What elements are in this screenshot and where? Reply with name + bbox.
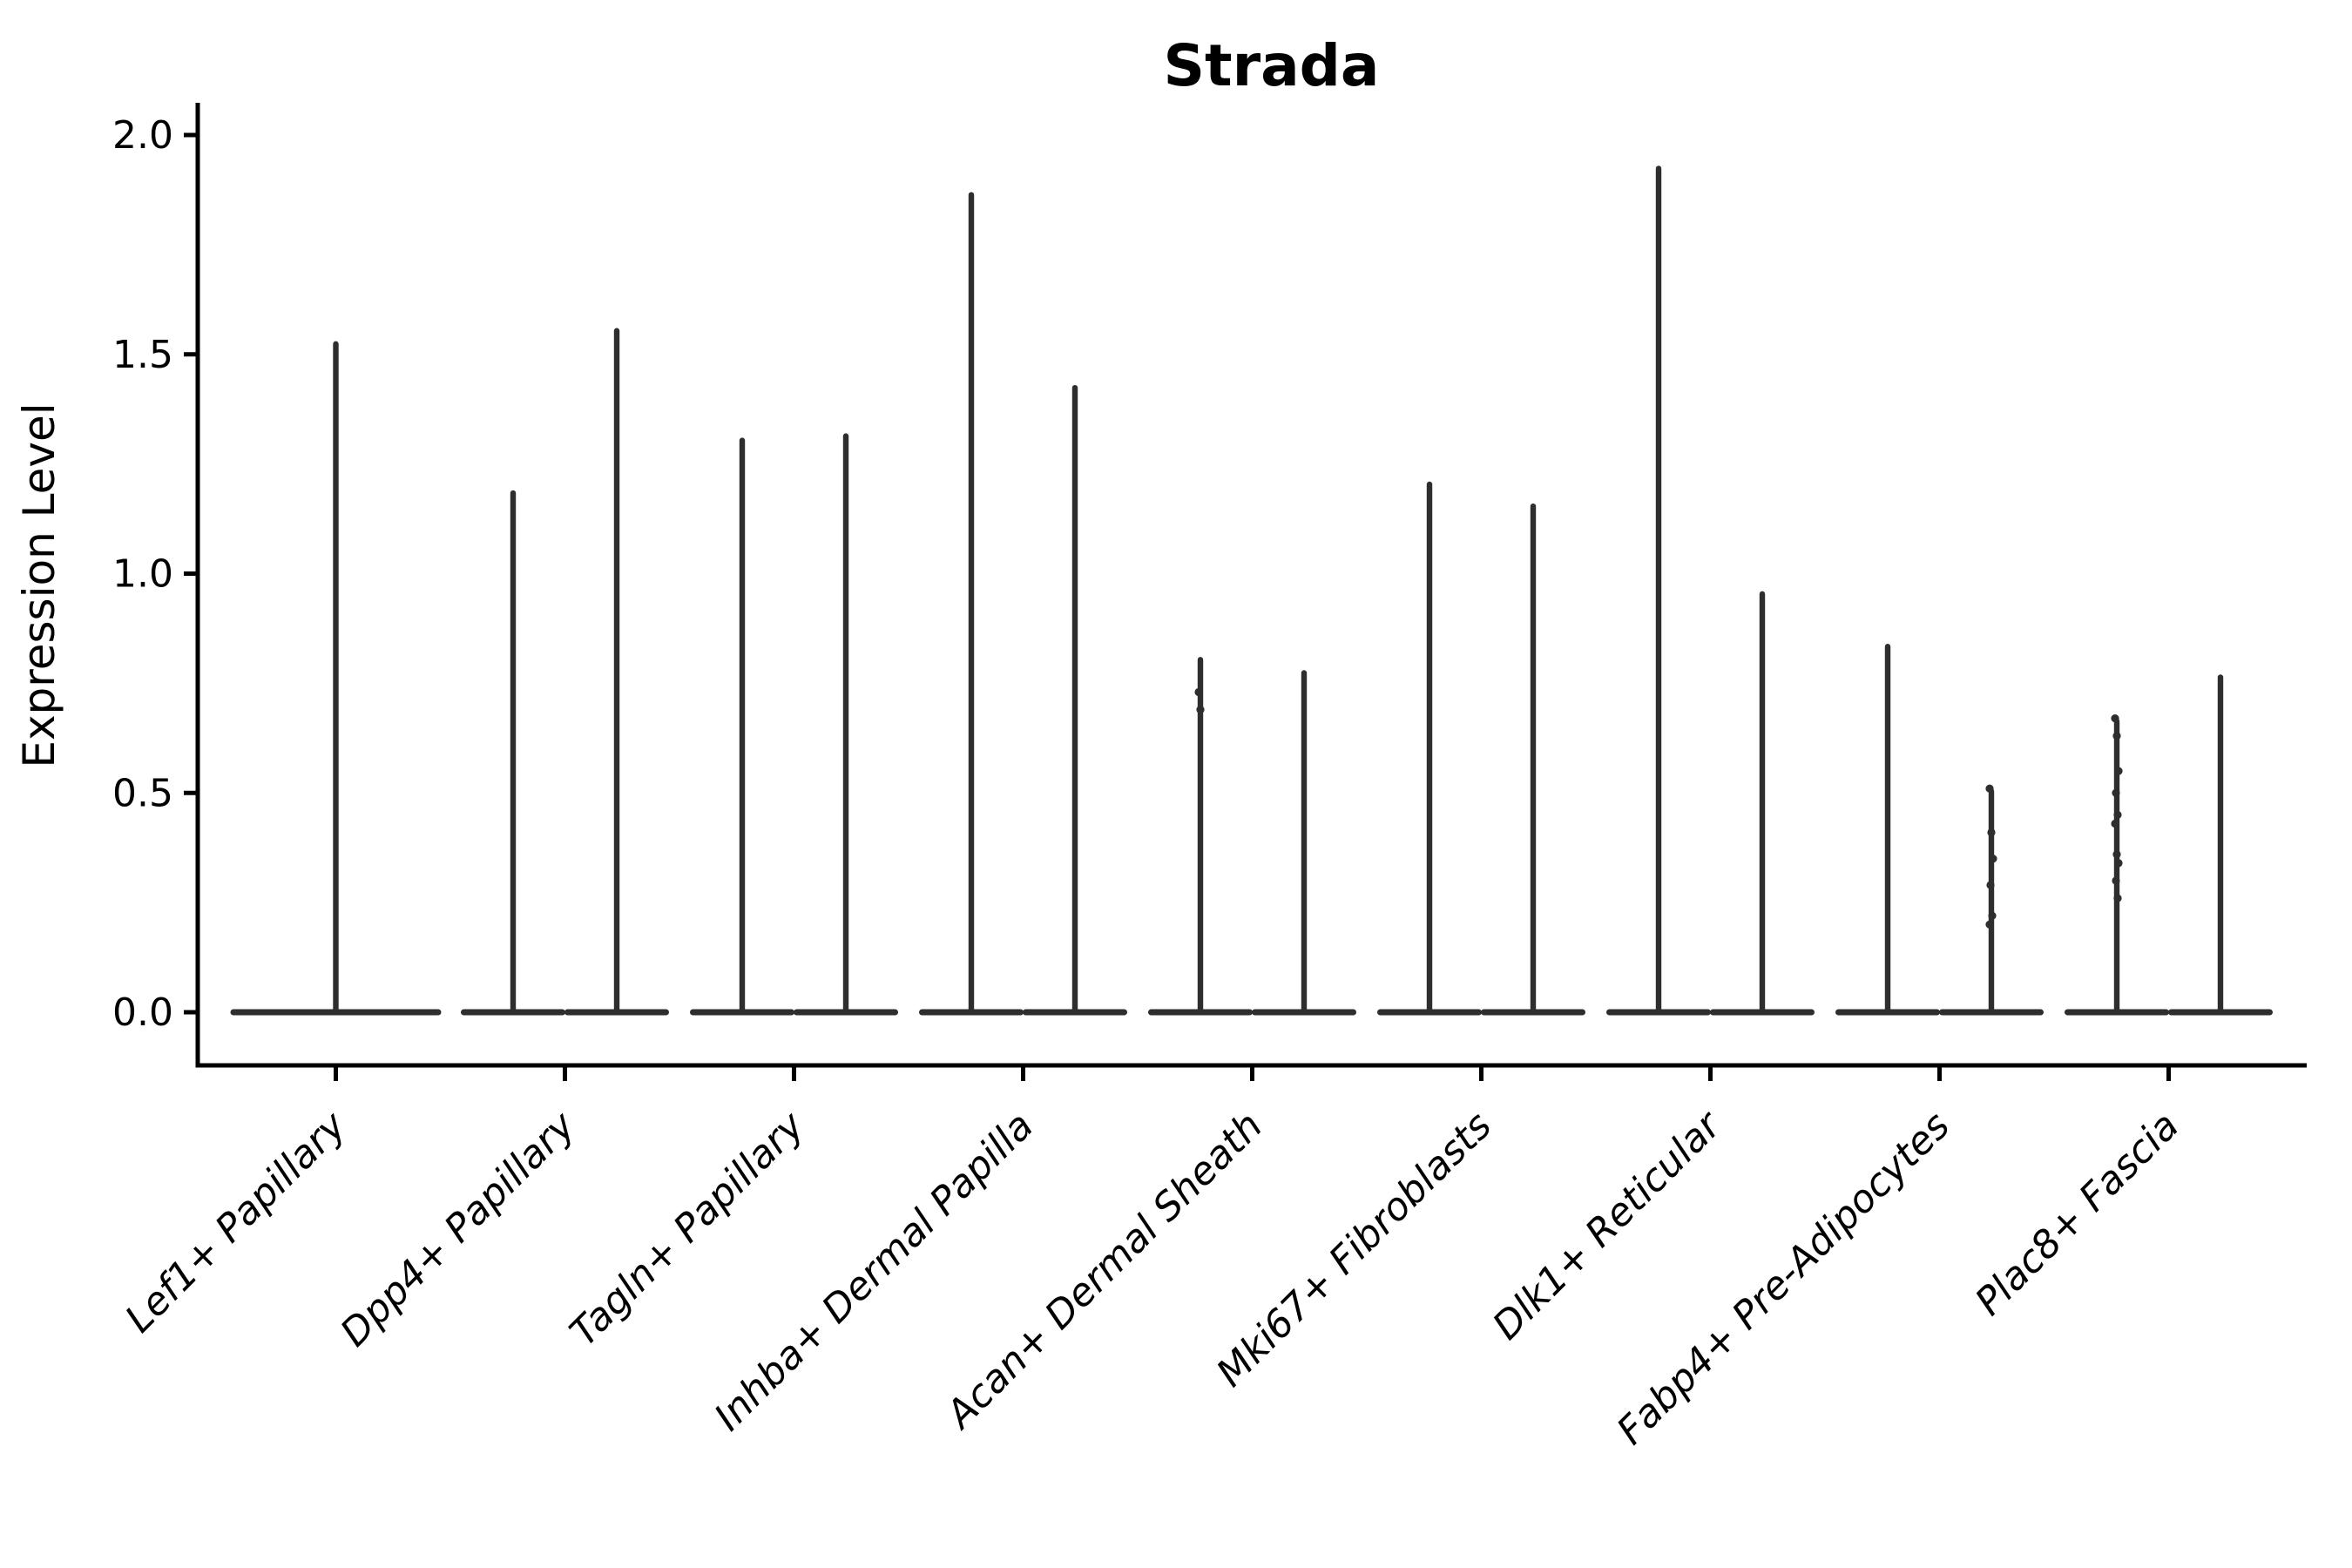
data-point (2112, 788, 2120, 797)
x-tick-label: Dpp4+ Papillary (332, 1103, 585, 1355)
y-tick-label: 1.0 (112, 552, 173, 597)
data-point (2111, 714, 2119, 723)
data-point (2114, 767, 2123, 775)
violin (1606, 166, 1711, 1016)
violin-spike (1071, 384, 1078, 1016)
violin (230, 341, 442, 1016)
violin (1835, 644, 1940, 1016)
x-tick-label: Lef1+ Papillary (117, 1103, 355, 1342)
data-point (2114, 859, 2123, 868)
violin (1939, 784, 2044, 1016)
data-point (1989, 855, 1997, 863)
data-point (1196, 705, 1205, 714)
data-point (2111, 819, 2119, 828)
violin (1710, 591, 1815, 1016)
data-point (2112, 850, 2121, 859)
violin (2065, 714, 2169, 1016)
violin (794, 433, 898, 1016)
data-point (1988, 911, 1997, 920)
chart-title: Strada (1164, 32, 1380, 99)
y-tick-label: 2.0 (112, 113, 173, 158)
violin (1023, 384, 1127, 1016)
y-tick-label: 0.5 (112, 771, 173, 815)
violin (461, 490, 565, 1016)
violin (1377, 481, 1482, 1016)
data-point (1986, 881, 1995, 889)
violin (2168, 674, 2273, 1016)
y-axis-label: Expression Level (14, 402, 64, 767)
violin-spike (1988, 788, 1995, 1016)
data-point (1985, 784, 1994, 793)
x-tick-label: Plac8+ Fascia (1967, 1104, 2187, 1324)
y-tick-label: 0.0 (112, 990, 173, 1035)
violin (564, 328, 669, 1016)
violin (1481, 503, 1585, 1016)
data-point (2112, 876, 2120, 885)
violin-spike (1655, 166, 1662, 1016)
y-tick-label: 1.5 (112, 333, 173, 377)
violin (1252, 670, 1356, 1016)
x-tick-label: Tagln+ Papillary (562, 1103, 814, 1355)
violin-spike (333, 341, 339, 1016)
data-point (2112, 732, 2121, 740)
data-point (1194, 687, 1203, 697)
violin-spike (1197, 657, 1204, 1016)
violin-spike (1759, 591, 1766, 1016)
violin-spike (739, 437, 746, 1016)
violin-spike (1426, 481, 1433, 1016)
violin-spike (1530, 503, 1537, 1016)
data-point (2113, 810, 2122, 820)
x-tick-label: Dlk1+ Reticular (1484, 1102, 1731, 1348)
violin-spike (510, 490, 517, 1016)
violin-spike (2217, 674, 2224, 1016)
violin (1148, 657, 1253, 1016)
violin-spike (613, 328, 620, 1016)
data-point (2113, 894, 2122, 902)
violin (919, 192, 1024, 1016)
violin (690, 437, 794, 1016)
violin-spike (1884, 644, 1891, 1016)
violin-spike (842, 433, 849, 1016)
data-point (1985, 920, 1994, 929)
data-point (1987, 828, 1996, 837)
violin-spike (968, 192, 975, 1016)
violin-spike (1301, 670, 1308, 1016)
